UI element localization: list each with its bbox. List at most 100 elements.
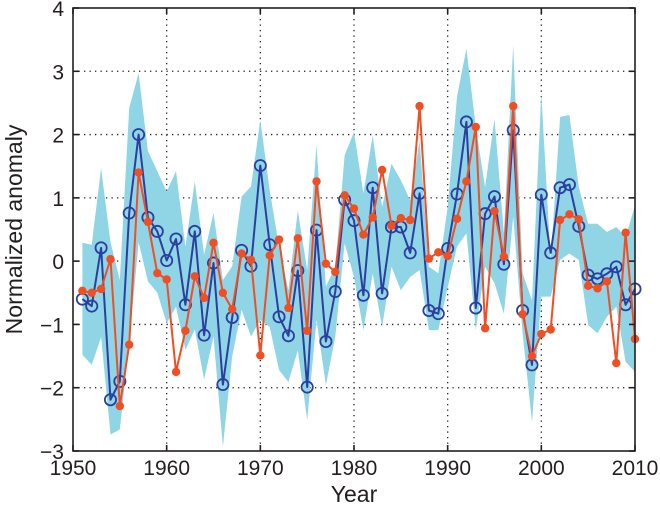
data-point-red [256,351,265,360]
data-point-blue [319,335,333,349]
x-tick-label: 2010 [612,457,659,480]
data-point-red [209,238,218,247]
data-point-blue [328,285,342,299]
x-axis-label: Year [331,481,378,507]
data-point-red [462,177,471,186]
data-point-red [143,217,153,227]
y-tick-label: −2 [40,378,64,401]
data-point-red [546,325,555,334]
data-point-red [218,288,228,297]
data-point-red [602,277,612,286]
data-point-red [274,235,284,244]
data-point-blue [281,329,295,343]
data-point-red [452,214,462,223]
x-tick-label: 1960 [143,457,190,480]
data-point-blue [94,241,108,255]
data-point-blue [291,264,305,278]
y-tick-label: 1 [52,188,64,211]
y-tick-label: −1 [40,314,64,337]
data-point-blue [132,128,146,142]
data-point-blue [197,328,211,342]
data-point-red [349,204,359,213]
data-point-red [321,259,331,268]
data-point-blue [150,224,164,238]
y-axis: −3 −2 −1 0 1 2 3 4 [40,0,635,464]
data-point-red [359,230,368,239]
x-axis: 1950 1960 1970 1980 1990 2000 2010 [50,8,659,480]
data-point-red [424,254,434,263]
data-point-red [162,275,171,284]
y-tick-label: 0 [52,251,64,274]
data-point-blue [469,301,483,315]
data-point-blue [216,378,230,392]
data-point-red [490,206,499,216]
data-point-blue [188,224,202,238]
data-point-blue [300,380,314,394]
data-point-blue [403,246,417,260]
data-point-blue [103,393,117,407]
data-point-red [396,213,406,223]
data-point-blue [459,115,473,129]
data-point-red [480,324,490,333]
data-point-red [284,303,293,313]
y-axis-label: Normalized anomaly [1,124,27,334]
data-point-blue [356,288,370,302]
data-point-red [87,288,96,297]
data-point-red [190,272,199,281]
data-point-blue [169,232,183,246]
data-point-blue [253,159,267,173]
x-tick-label: 1950 [50,457,97,480]
data-point-red [312,177,321,186]
data-point-red [125,340,134,349]
data-point-red [302,326,312,335]
y-tick-label: 3 [52,61,64,84]
data-point-red [574,215,583,224]
data-point-blue [609,260,623,274]
data-point-red [340,191,349,200]
data-point-blue [272,310,286,324]
y-tick-label: 2 [52,125,64,148]
x-tick-label: 1990 [424,457,471,480]
data-point-blue [122,206,136,220]
series-layer [75,101,642,411]
y-tick-label: −3 [40,441,64,464]
data-point-blue [487,190,501,204]
data-point-red [415,101,424,111]
data-point-red [293,234,302,243]
data-point-blue [85,299,99,313]
x-tick-label: 2000 [518,457,565,480]
data-point-red [612,358,621,368]
data-point-red [434,248,443,257]
data-point-red [443,251,452,261]
data-point-red [134,168,143,177]
data-point-red [499,252,509,261]
data-point-blue [113,374,127,388]
data-point-red [115,401,125,411]
data-point-red [181,326,190,335]
data-point-blue [431,307,445,321]
data-point-blue [160,254,174,268]
series-red-filled-dots [78,101,640,411]
data-point-red [583,281,593,291]
data-point-blue [178,298,192,312]
data-point-red [228,305,237,314]
data-point-red [331,267,340,277]
data-point-red [78,286,87,296]
data-point-blue [375,286,389,300]
data-point-red [106,255,115,264]
data-point-red [171,367,181,377]
data-point-red [518,310,527,319]
data-point-red [199,293,209,303]
data-point-red [368,213,377,222]
data-point-blue [347,214,361,228]
data-point-red [621,228,630,237]
data-point-blue [534,188,548,202]
data-point-red [537,329,546,339]
data-point-red [246,255,256,265]
data-point-red [377,165,387,175]
data-point-red [153,268,162,278]
data-point-blue [206,256,220,270]
data-point-red [387,221,396,230]
data-point-red [265,251,274,260]
